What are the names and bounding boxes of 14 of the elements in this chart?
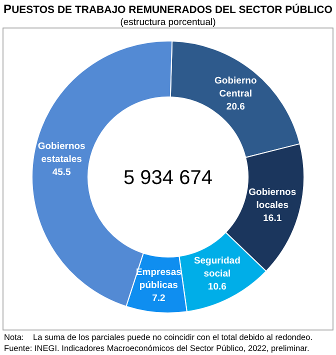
data-label: 16.1 bbox=[263, 213, 282, 224]
slice-label: Gobierno Central bbox=[214, 75, 257, 100]
text: 5 934 674 bbox=[124, 167, 212, 189]
text: Nota: La suma de los parciales puede no coincidir con el total debido al redondeo. bbox=[4, 332, 313, 342]
data-label: 7.2 bbox=[152, 293, 166, 304]
data-label: 20.6 bbox=[226, 101, 245, 112]
data-label: 45.5 bbox=[52, 167, 72, 178]
slice-label: Seguridad social bbox=[194, 256, 241, 280]
data-label: 10.6 bbox=[208, 282, 226, 293]
slice-label: Gobiernos estatales bbox=[38, 141, 86, 166]
source-note: Fuente: INEGI. Indicadores Macroeconómicos del Sector Público, 2022, preliminar. bbox=[4, 343, 310, 353]
chart-subtitle: (estructura porcentual) bbox=[120, 17, 216, 28]
chart-title: PUESTOS DE TRABAJO REMUNERADOS DEL SECTOR PÚBLICO bbox=[4, 2, 332, 16]
slice-label: Gobiernos locales bbox=[248, 187, 296, 212]
